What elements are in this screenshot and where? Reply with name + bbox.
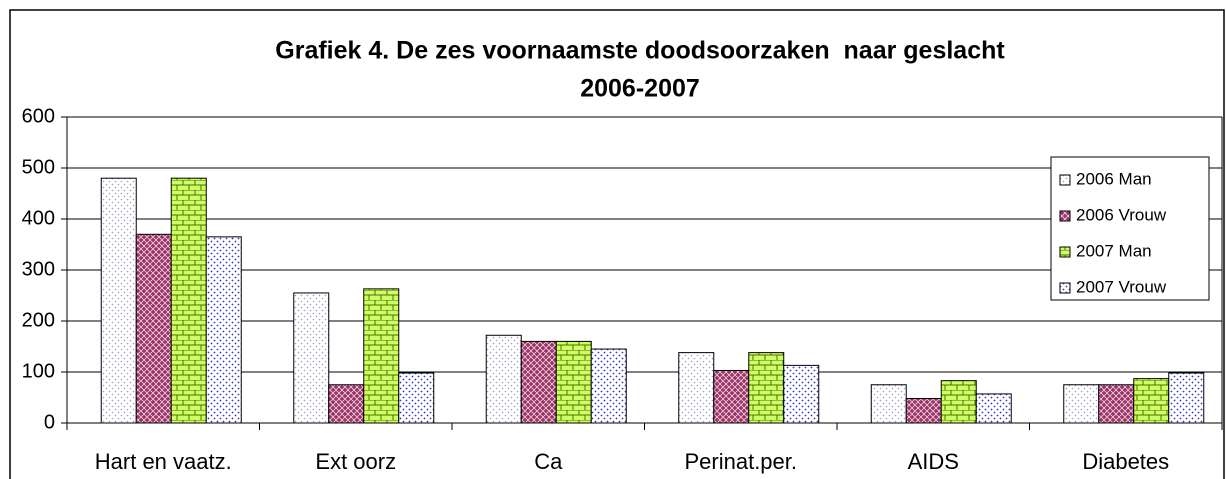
bar: [905, 398, 942, 424]
legend-label: 2007 Vrouw: [1076, 277, 1167, 296]
legend-label: 2006 Man: [1076, 169, 1152, 188]
bar: [590, 348, 627, 424]
y-tick-label: 500: [22, 156, 55, 178]
bar: [1063, 384, 1100, 424]
legend-label: 2006 Vrouw: [1076, 205, 1167, 224]
bar: [485, 334, 522, 424]
bar: [713, 369, 750, 424]
y-tick-label: 0: [44, 411, 55, 433]
x-tick-label: Ext oorz: [315, 449, 396, 474]
x-tick-label: Ca: [534, 449, 563, 474]
x-tick-label: Diabetes: [1082, 449, 1169, 474]
y-tick-label: 200: [22, 309, 55, 331]
legend-swatch: [1059, 246, 1071, 258]
chart-title: 2006-2007: [580, 75, 700, 103]
bar: [678, 352, 715, 424]
bar: [170, 177, 207, 424]
y-tick-label: 400: [22, 207, 55, 229]
x-tick-label: AIDS: [908, 449, 959, 474]
legend-box: [1050, 156, 1210, 301]
y-tick-label: 300: [22, 258, 55, 280]
chart-title: Grafiek 4. De zes voornaamste doodsoorza…: [275, 37, 1005, 65]
bar: [328, 384, 365, 424]
bar: [1168, 372, 1205, 424]
bar: [1133, 378, 1170, 424]
x-tick-label: Perinat.per.: [684, 449, 797, 474]
y-tick-label: 600: [22, 105, 55, 127]
y-tick-label: 100: [22, 360, 55, 382]
bar: [870, 384, 907, 424]
bar: [135, 233, 172, 424]
legend-swatch: [1059, 210, 1071, 222]
bar: [398, 372, 435, 424]
bar: [748, 352, 785, 424]
bar: [940, 380, 977, 424]
bar: [293, 292, 330, 424]
bar: [1098, 384, 1135, 424]
legend-swatch: [1059, 282, 1071, 294]
legend-swatch: [1059, 174, 1071, 186]
legend-label: 2007 Man: [1076, 241, 1152, 260]
bar: [100, 177, 137, 424]
bar: [975, 393, 1012, 424]
bar: [520, 340, 557, 424]
bar: [363, 288, 400, 424]
bar: [555, 340, 592, 424]
x-tick-label: Hart en vaatz.: [95, 449, 232, 474]
bar: [205, 236, 242, 424]
bar: [783, 364, 820, 424]
